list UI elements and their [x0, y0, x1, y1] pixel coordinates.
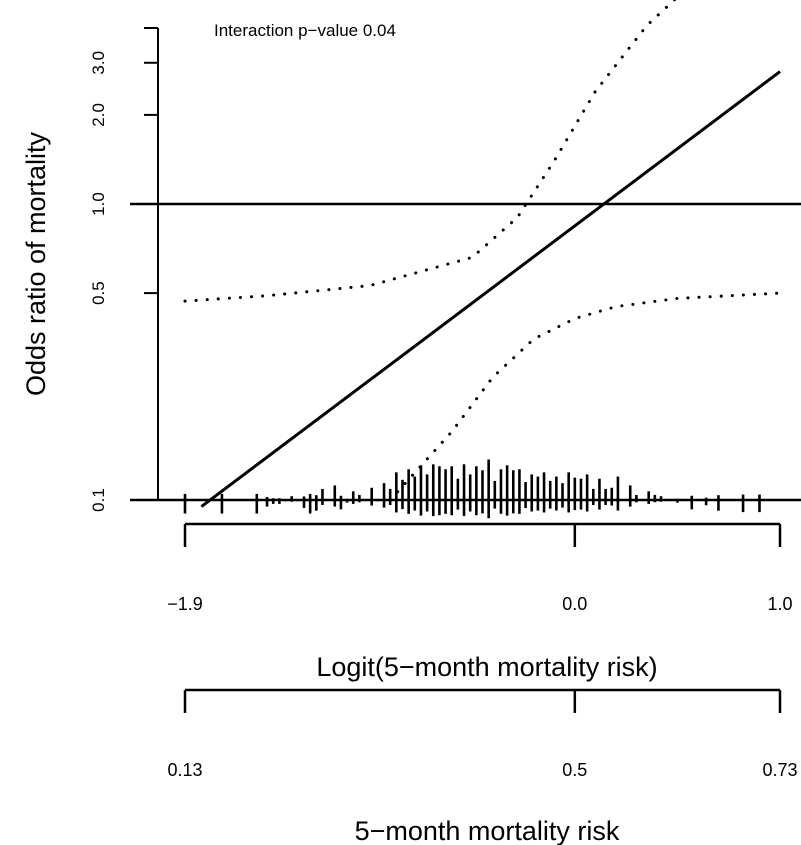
logit-axis-tick-label: 1.0: [767, 594, 792, 614]
y-tick-label: 3.0: [89, 51, 108, 75]
risk-axis-tick-label: 0.73: [762, 760, 797, 780]
risk-axis-label: 5−month mortality risk: [355, 816, 620, 845]
y-tick-label: 0.5: [89, 281, 108, 305]
y-tick-label: 1.0: [89, 192, 108, 216]
risk-axis-tick-label: 0.13: [167, 760, 202, 780]
y-tick-label: 0.1: [89, 488, 108, 512]
y-axis-label: Odds ratio of mortality: [21, 131, 51, 396]
series-group: [183, 0, 782, 508]
interaction-pvalue-annotation: Interaction p−value 0.04: [214, 21, 396, 40]
logit-axis-label: Logit(5−month mortality risk): [316, 652, 657, 682]
confidence-bound-line: [388, 291, 782, 502]
logit-axis-tick-label: 0.0: [562, 594, 587, 614]
confidence-bound-line: [183, 0, 677, 303]
odds-ratio-line: [200, 70, 781, 508]
risk-axis-tick-label: 0.5: [562, 760, 587, 780]
logit-axis: −1.9 0.0 1.0: [167, 522, 793, 614]
y-axis-ticks: 0.1 0.5 1.0 2.0 3.0: [89, 51, 158, 512]
risk-axis: 0.13 0.5 0.73: [167, 688, 798, 780]
logit-axis-tick-label: −1.9: [167, 594, 203, 614]
risk-distribution-rug: [183, 459, 761, 519]
y-tick-label: 2.0: [89, 103, 108, 127]
